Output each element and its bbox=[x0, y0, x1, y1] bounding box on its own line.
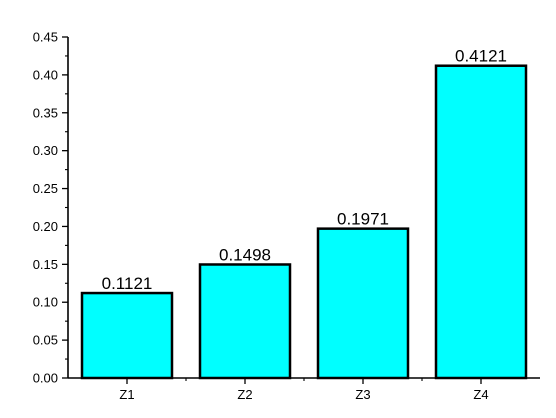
y-tick-label: 0.00 bbox=[33, 371, 58, 386]
y-tick-label: 0.30 bbox=[33, 143, 58, 158]
y-tick-label: 0.05 bbox=[33, 333, 58, 348]
x-tick-label: Z3 bbox=[355, 387, 370, 402]
x-tick-label: Z2 bbox=[237, 387, 252, 402]
x-tick-label: Z1 bbox=[119, 387, 134, 402]
y-tick-label: 0.35 bbox=[33, 105, 58, 120]
y-tick-label: 0.40 bbox=[33, 67, 58, 82]
y-tick-label: 0.20 bbox=[33, 219, 58, 234]
bar bbox=[198, 263, 292, 380]
data-label: 0.4121 bbox=[455, 47, 507, 66]
bar bbox=[80, 291, 174, 380]
y-tick-label: 0.45 bbox=[33, 30, 58, 45]
y-tick-label: 0.25 bbox=[33, 181, 58, 196]
x-tick-label: Z4 bbox=[473, 387, 488, 402]
data-label: 0.1498 bbox=[219, 245, 271, 264]
bar bbox=[434, 64, 528, 380]
bar bbox=[316, 227, 410, 380]
y-tick-label: 0.15 bbox=[33, 257, 58, 272]
plot-area: 0.1121 0.1498 0.1971 0.4121 0.00 0.05 0.10 0.15… bbox=[33, 30, 540, 402]
data-label: 0.1971 bbox=[337, 210, 389, 229]
y-tick-label: 0.10 bbox=[33, 295, 58, 310]
data-label: 0.1121 bbox=[102, 274, 153, 293]
